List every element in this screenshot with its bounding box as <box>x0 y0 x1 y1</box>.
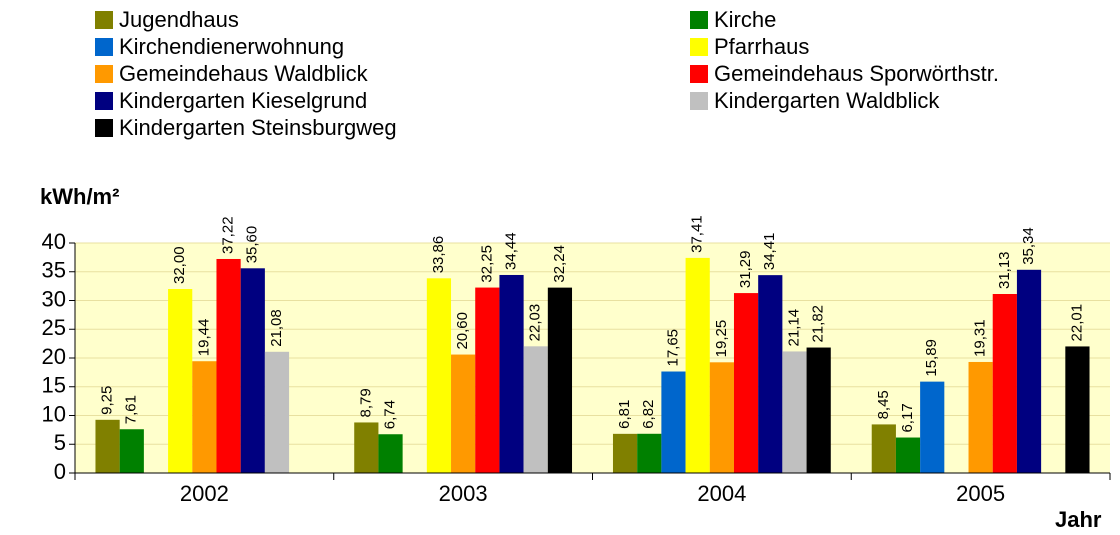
value-label: 6,81 <box>616 400 633 429</box>
value-label: 15,89 <box>923 339 940 377</box>
bar <box>378 434 403 473</box>
bar <box>240 268 265 473</box>
value-label: 31,29 <box>737 251 754 289</box>
y-tick-label: 15 <box>42 373 66 398</box>
bar <box>547 287 573 473</box>
bar <box>758 275 783 473</box>
bar <box>216 258 241 473</box>
bar <box>264 351 290 473</box>
legend-swatch <box>95 65 113 83</box>
bar <box>168 289 193 473</box>
value-label: 8,79 <box>357 388 374 417</box>
legend-swatch <box>95 38 113 56</box>
y-tick-label: 20 <box>42 344 66 369</box>
value-label: 21,14 <box>785 309 802 347</box>
y-tick-label: 5 <box>54 430 66 455</box>
value-label: 6,82 <box>640 400 657 429</box>
value-label: 31,13 <box>996 251 1013 289</box>
bar <box>1016 269 1042 473</box>
bar <box>806 347 831 473</box>
bar <box>523 346 548 473</box>
y-tick-label: 35 <box>42 258 66 283</box>
legend-label: Gemeindehaus Waldblick <box>119 61 369 86</box>
value-label: 21,08 <box>268 309 285 347</box>
legend-swatch <box>690 11 708 29</box>
bar <box>637 433 662 473</box>
bar <box>119 429 144 473</box>
y-tick-label: 0 <box>54 459 66 484</box>
value-label: 32,24 <box>551 245 568 283</box>
value-label: 34,44 <box>502 232 519 270</box>
bar <box>499 274 524 473</box>
bar <box>475 287 500 473</box>
value-label: 7,61 <box>123 395 140 424</box>
value-label: 19,25 <box>713 320 730 358</box>
bar <box>992 294 1017 473</box>
x-axis-label: Jahr <box>1055 507 1102 532</box>
y-tick-label: 30 <box>42 286 66 311</box>
legend-label: Kindergarten Steinsburgweg <box>119 115 397 140</box>
value-label: 17,65 <box>664 329 681 367</box>
value-label: 32,00 <box>171 246 188 284</box>
legend-label: Kirchendienerwohnung <box>119 34 344 59</box>
value-label: 6,74 <box>381 400 398 429</box>
x-tick-label: 2005 <box>956 481 1005 506</box>
x-tick-label: 2002 <box>180 481 229 506</box>
bar <box>895 437 921 473</box>
bar <box>733 293 759 473</box>
bar <box>968 361 993 473</box>
bar <box>709 362 734 473</box>
y-tick-label: 10 <box>42 401 66 426</box>
value-label: 22,03 <box>527 304 544 342</box>
value-label: 20,60 <box>454 312 471 350</box>
bar <box>426 278 452 473</box>
value-label: 6,17 <box>899 403 916 432</box>
legend-label: Jugendhaus <box>119 7 239 32</box>
value-label: 21,82 <box>810 305 827 343</box>
value-label: 35,34 <box>1020 227 1037 265</box>
value-label: 37,41 <box>689 215 706 253</box>
legend-swatch <box>95 11 113 29</box>
legend-swatch <box>95 119 113 137</box>
value-label: 8,45 <box>875 390 892 419</box>
bar <box>871 424 896 473</box>
y-tick-label: 25 <box>42 315 66 340</box>
value-label: 22,01 <box>1068 304 1085 342</box>
x-tick-label: 2003 <box>439 481 488 506</box>
value-label: 34,41 <box>761 233 778 271</box>
legend-swatch <box>95 92 113 110</box>
value-label: 33,86 <box>430 236 447 274</box>
bar <box>192 361 217 473</box>
value-label: 19,31 <box>972 319 989 357</box>
legend-swatch <box>690 65 708 83</box>
bar <box>1065 346 1090 473</box>
x-tick-label: 2004 <box>697 481 746 506</box>
bar <box>685 257 710 473</box>
value-label: 35,60 <box>244 226 261 264</box>
legend-swatch <box>690 38 708 56</box>
value-label: 19,44 <box>195 319 212 357</box>
value-label: 9,25 <box>99 386 116 415</box>
bar <box>612 433 638 473</box>
legend-label: Kindergarten Waldblick <box>714 88 940 113</box>
bar <box>451 354 476 473</box>
bar <box>354 422 379 473</box>
bar <box>95 419 120 473</box>
y-tick-label: 40 <box>42 229 66 254</box>
legend-label: Gemeindehaus Sporwörthstr. <box>714 61 999 86</box>
bar <box>782 351 807 473</box>
legend-label: Pfarrhaus <box>714 34 809 59</box>
legend-label: Kindergarten Kieselgrund <box>119 88 367 113</box>
bar <box>920 381 945 473</box>
legend-label: Kirche <box>714 7 776 32</box>
value-label: 37,22 <box>220 216 237 254</box>
y-axis-label: kWh/m² <box>40 184 119 209</box>
legend-swatch <box>690 92 708 110</box>
bar <box>661 371 686 473</box>
value-label: 32,25 <box>478 245 495 283</box>
